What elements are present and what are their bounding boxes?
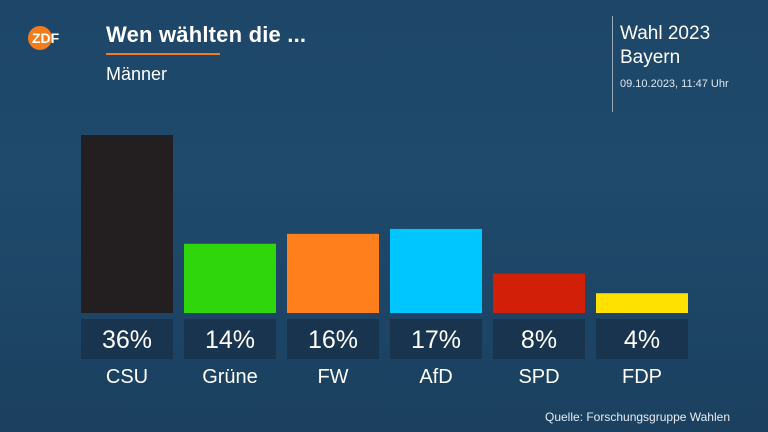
category-label: AfD (419, 366, 452, 388)
chart-title: Wen wählten die ... (106, 22, 307, 47)
data-label: 36% (102, 326, 152, 354)
bar-spd (493, 273, 585, 313)
bar-fw (287, 233, 379, 313)
category-label: FW (317, 366, 348, 388)
timestamp: 09.10.2023, 11:47 Uhr (620, 78, 729, 90)
logo-text: ZDF (32, 30, 60, 46)
election-title: Wahl 2023 (620, 23, 711, 44)
value-label-box (81, 319, 173, 359)
value-label-box (390, 319, 482, 359)
source-note: Quelle: Forschungsgruppe Wahlen (545, 410, 730, 424)
bar-afd (390, 228, 482, 313)
election-region: Bayern (620, 47, 681, 68)
category-label: Grüne (202, 366, 258, 388)
data-label: 8% (521, 326, 557, 354)
category-label: CSU (106, 366, 148, 388)
header-divider (612, 16, 613, 112)
title-underline (106, 53, 220, 55)
bar-grüne (184, 243, 276, 313)
value-label-box (596, 319, 688, 359)
bar-csu (81, 135, 173, 313)
data-label: 16% (308, 326, 358, 354)
data-label: 4% (624, 326, 660, 354)
value-label-box (184, 319, 276, 359)
value-label-box (493, 319, 585, 359)
bar-fdp (596, 293, 688, 313)
category-label: SPD (518, 366, 559, 388)
data-label: 17% (411, 326, 461, 354)
election-info: Wahl 2023 Bayern (620, 22, 710, 70)
category-label: FDP (622, 366, 662, 388)
value-label-box (287, 319, 379, 359)
data-label: 14% (205, 326, 255, 354)
chart-subtitle: Männer (106, 64, 168, 84)
zdf-logo: ZDF (28, 26, 60, 50)
